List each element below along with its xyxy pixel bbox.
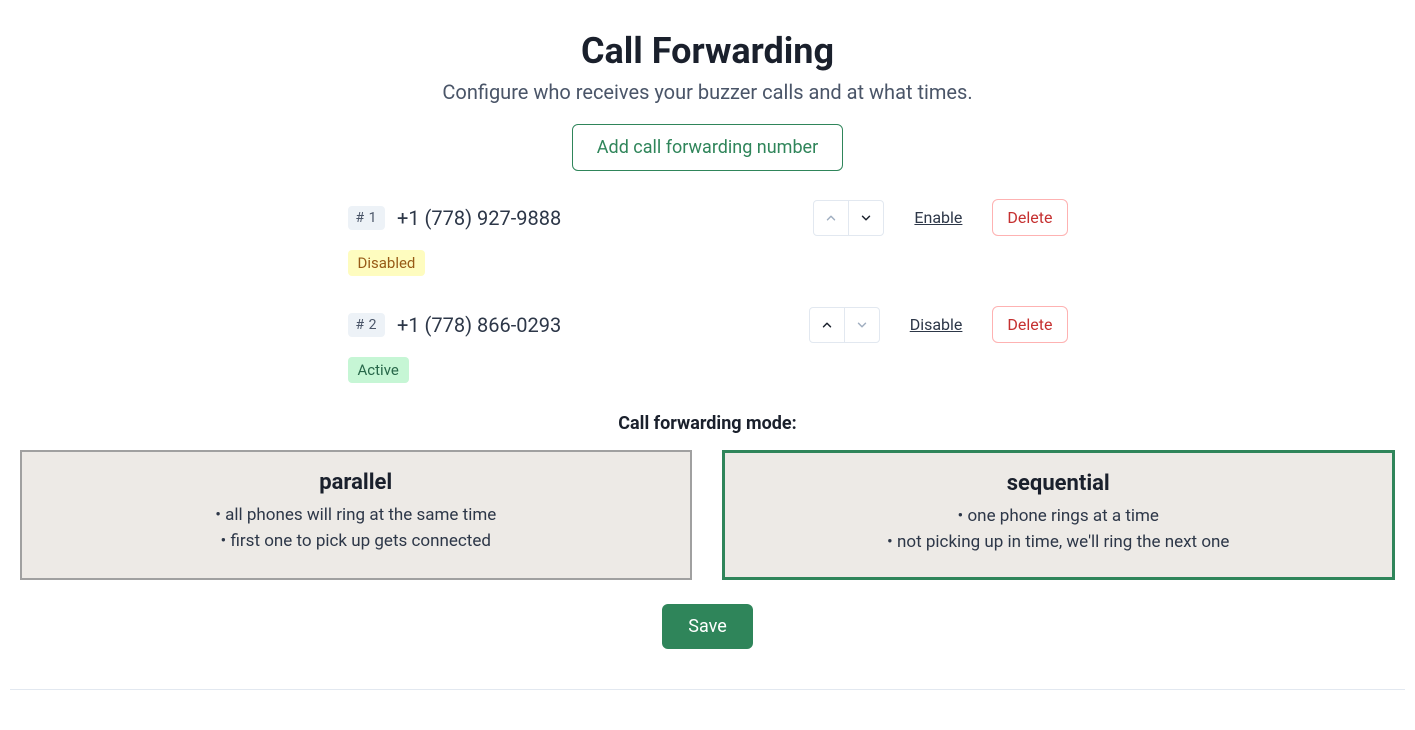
move-up-button[interactable] bbox=[813, 200, 849, 236]
reorder-controls bbox=[813, 200, 884, 236]
delete-button[interactable]: Delete bbox=[992, 199, 1067, 236]
mode-card-parallel[interactable]: parallel • all phones will ring at the s… bbox=[20, 450, 692, 580]
phone-number-text: +1 (778) 927-9888 bbox=[397, 206, 561, 230]
forwarding-number-row: # 2 +1 (778) 866-0293 Disable Delete Act… bbox=[348, 306, 1068, 383]
status-badge: Disabled bbox=[348, 250, 426, 276]
mode-title: parallel bbox=[42, 470, 670, 495]
mode-section-label: Call forwarding mode: bbox=[10, 413, 1405, 434]
move-down-button[interactable] bbox=[848, 200, 884, 236]
chevron-down-icon bbox=[855, 318, 869, 332]
add-forwarding-number-button[interactable]: Add call forwarding number bbox=[572, 124, 843, 171]
page-title: Call Forwarding bbox=[10, 30, 1405, 72]
delete-button[interactable]: Delete bbox=[992, 306, 1067, 343]
chevron-up-icon bbox=[820, 318, 834, 332]
mode-cards: parallel • all phones will ring at the s… bbox=[20, 450, 1395, 580]
chevron-up-icon bbox=[824, 211, 838, 225]
reorder-controls bbox=[809, 307, 880, 343]
page-subtitle: Configure who receives your buzzer calls… bbox=[10, 80, 1405, 104]
mode-bullet: • first one to pick up gets connected bbox=[42, 529, 670, 555]
move-up-button[interactable] bbox=[809, 307, 845, 343]
divider bbox=[10, 689, 1405, 690]
order-badge: # 2 bbox=[348, 313, 385, 337]
mode-description: • one phone rings at a time • not pickin… bbox=[745, 504, 1373, 555]
mode-bullet: • not picking up in time, we'll ring the… bbox=[745, 530, 1373, 556]
enable-toggle-link[interactable]: Enable bbox=[914, 208, 962, 227]
move-down-button[interactable] bbox=[844, 307, 880, 343]
disable-toggle-link[interactable]: Disable bbox=[910, 315, 963, 334]
mode-card-sequential[interactable]: sequential • one phone rings at a time •… bbox=[722, 450, 1396, 580]
chevron-down-icon bbox=[859, 211, 873, 225]
forwarding-number-row: # 1 +1 (778) 927-9888 Enable Delete Disa… bbox=[348, 199, 1068, 276]
forwarding-numbers-list: # 1 +1 (778) 927-9888 Enable Delete Disa… bbox=[348, 199, 1068, 383]
save-button[interactable]: Save bbox=[662, 604, 753, 649]
order-badge: # 1 bbox=[348, 206, 385, 230]
mode-description: • all phones will ring at the same time … bbox=[42, 503, 670, 554]
phone-number-text: +1 (778) 866-0293 bbox=[397, 313, 561, 337]
mode-title: sequential bbox=[745, 471, 1373, 496]
mode-bullet: • one phone rings at a time bbox=[745, 504, 1373, 530]
mode-bullet: • all phones will ring at the same time bbox=[42, 503, 670, 529]
status-badge: Active bbox=[348, 357, 409, 383]
